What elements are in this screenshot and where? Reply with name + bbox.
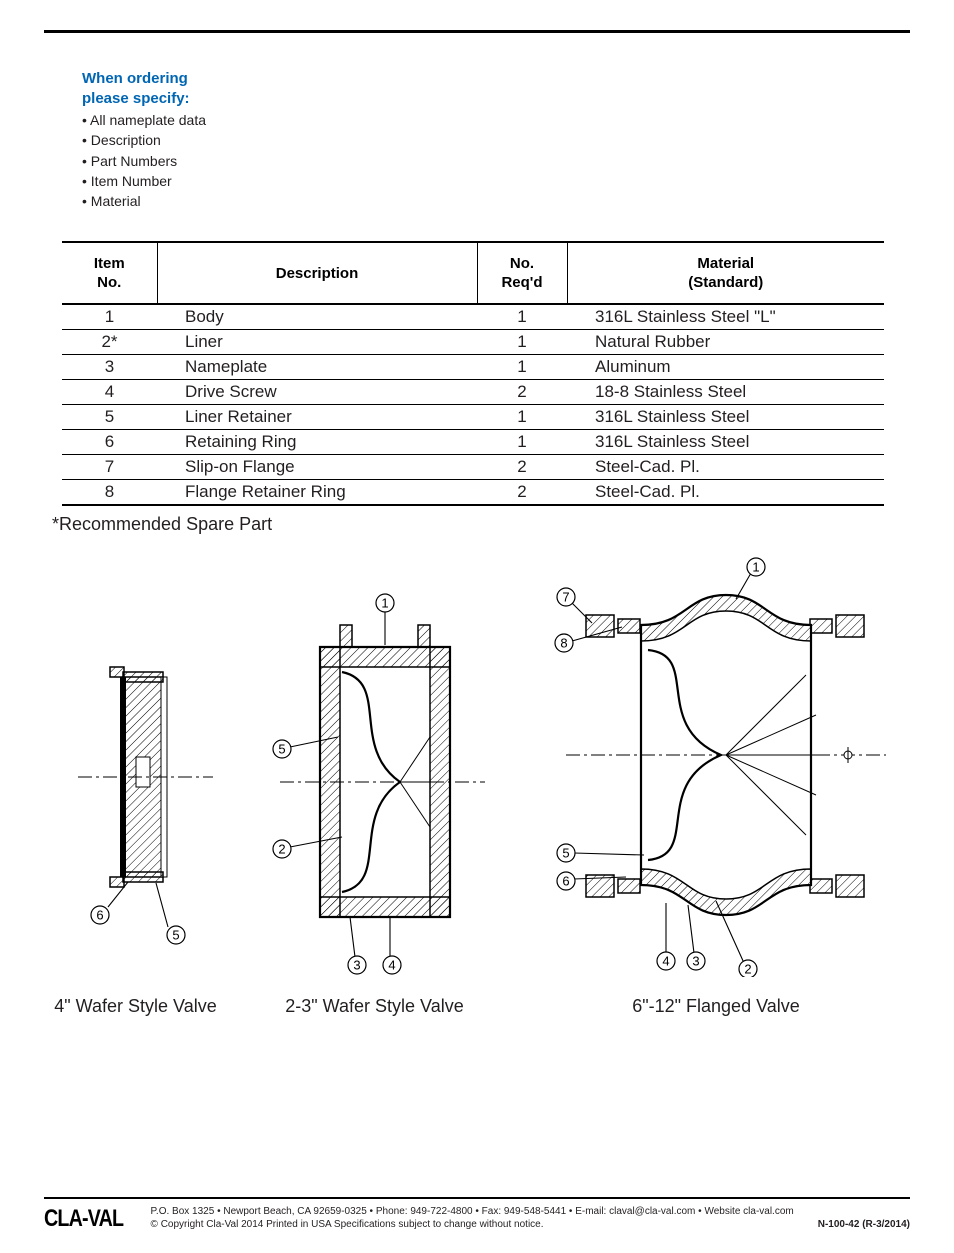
callout: 5	[562, 845, 569, 860]
col-header-req: No. Req'd	[477, 242, 567, 304]
cell-mat: 316L Stainless Steel	[567, 404, 884, 429]
table-row: 4Drive Screw218-8 Stainless Steel	[62, 379, 884, 404]
callout: 5	[172, 927, 179, 942]
table-row: 2*Liner1Natural Rubber	[62, 329, 884, 354]
table-row: 5Liner Retainer1316L Stainless Steel	[62, 404, 884, 429]
cell-req: 1	[477, 429, 567, 454]
table-row: 1Body1316L Stainless Steel "L"	[62, 304, 884, 330]
cell-desc: Liner	[157, 329, 477, 354]
callout: 2	[278, 841, 285, 856]
ordering-items: All nameplate data Description Part Numb…	[82, 110, 910, 211]
callout: 4	[662, 953, 669, 968]
footnote: *Recommended Spare Part	[52, 514, 910, 535]
diagram-svg: 1 7 8 5 6 4	[526, 555, 906, 977]
col-header-mat: Material (Standard)	[567, 242, 884, 304]
callout: 5	[278, 741, 285, 756]
cell-mat: 316L Stainless Steel "L"	[567, 304, 884, 330]
ordering-item: All nameplate data	[82, 110, 910, 130]
ordering-item: Material	[82, 191, 910, 211]
callout: 1	[752, 559, 759, 574]
cell-item: 6	[62, 429, 157, 454]
diagrams-row: 6 5 4" Wafer Style Valve	[44, 555, 910, 1017]
top-rule	[44, 30, 910, 33]
cell-req: 1	[477, 354, 567, 379]
table-row: 3Nameplate1Aluminum	[62, 354, 884, 379]
cell-mat: 316L Stainless Steel	[567, 429, 884, 454]
cell-item: 7	[62, 454, 157, 479]
ordering-item: Description	[82, 130, 910, 150]
diagram-caption: 4" Wafer Style Valve	[48, 996, 223, 1017]
cell-mat: Steel-Cad. Pl.	[567, 479, 884, 505]
cell-mat: 18-8 Stainless Steel	[567, 379, 884, 404]
callout: 7	[562, 589, 569, 604]
cell-item: 8	[62, 479, 157, 505]
cell-mat: Steel-Cad. Pl.	[567, 454, 884, 479]
cell-item: 3	[62, 354, 157, 379]
callout: 8	[560, 635, 567, 650]
diagram-caption: 6"-12" Flanged Valve	[526, 996, 906, 1017]
parts-table: Item No. Description No. Req'd Material …	[62, 241, 884, 506]
callout: 3	[353, 957, 360, 972]
ordering-heading: When ordering please specify:	[82, 69, 910, 108]
callout: 2	[744, 961, 751, 976]
diagram-svg: 1 5 2 3 4	[250, 587, 500, 977]
callout: 1	[381, 595, 388, 610]
callout: 3	[692, 953, 699, 968]
table-row: 7Slip-on Flange2Steel-Cad. Pl.	[62, 454, 884, 479]
cell-req: 2	[477, 454, 567, 479]
cell-req: 1	[477, 329, 567, 354]
page-footer: CLA-VAL P.O. Box 1325 • Newport Beach, C…	[44, 1197, 910, 1233]
cell-req: 2	[477, 479, 567, 505]
diagram-2-3in-wafer: 1 5 2 3 4 2-3" Wafer Style Valve	[250, 587, 500, 1017]
cell-desc: Flange Retainer Ring	[157, 479, 477, 505]
footer-copyright: © Copyright Cla-Val 2014 Printed in USA …	[151, 1218, 544, 1232]
callout: 6	[562, 873, 569, 888]
col-header-item: Item No.	[62, 242, 157, 304]
footer-contact: P.O. Box 1325 • Newport Beach, CA 92659-…	[151, 1205, 910, 1219]
cell-desc: Retaining Ring	[157, 429, 477, 454]
cell-desc: Liner Retainer	[157, 404, 477, 429]
cell-mat: Natural Rubber	[567, 329, 884, 354]
diagram-svg: 6 5	[48, 607, 223, 977]
cell-mat: Aluminum	[567, 354, 884, 379]
diagram-caption: 2-3" Wafer Style Valve	[250, 996, 500, 1017]
cell-req: 2	[477, 379, 567, 404]
ordering-item: Item Number	[82, 171, 910, 191]
diagram-4in-wafer: 6 5 4" Wafer Style Valve	[48, 607, 223, 1017]
cell-req: 1	[477, 404, 567, 429]
cell-desc: Drive Screw	[157, 379, 477, 404]
cell-item: 2*	[62, 329, 157, 354]
table-row: 8Flange Retainer Ring2Steel-Cad. Pl.	[62, 479, 884, 505]
diagram-6-12in-flanged: 1 7 8 5 6 4	[526, 555, 906, 1017]
table-header-row: Item No. Description No. Req'd Material …	[62, 242, 884, 304]
ordering-heading-line1: When ordering	[82, 70, 188, 87]
ordering-item: Part Numbers	[82, 151, 910, 171]
cell-item: 5	[62, 404, 157, 429]
table-row: 6Retaining Ring1316L Stainless Steel	[62, 429, 884, 454]
cell-desc: Nameplate	[157, 354, 477, 379]
footer-docno: N-100-42 (R-3/2014)	[818, 1218, 910, 1232]
col-header-desc: Description	[157, 242, 477, 304]
cell-item: 4	[62, 379, 157, 404]
callout: 4	[388, 957, 395, 972]
ordering-block: When ordering please specify: All namepl…	[82, 69, 910, 211]
cell-item: 1	[62, 304, 157, 330]
ordering-heading-line2: please specify:	[82, 90, 190, 107]
cell-desc: Body	[157, 304, 477, 330]
callout: 6	[96, 907, 103, 922]
cell-desc: Slip-on Flange	[157, 454, 477, 479]
cell-req: 1	[477, 304, 567, 330]
logo: CLA-VAL	[44, 1205, 123, 1233]
